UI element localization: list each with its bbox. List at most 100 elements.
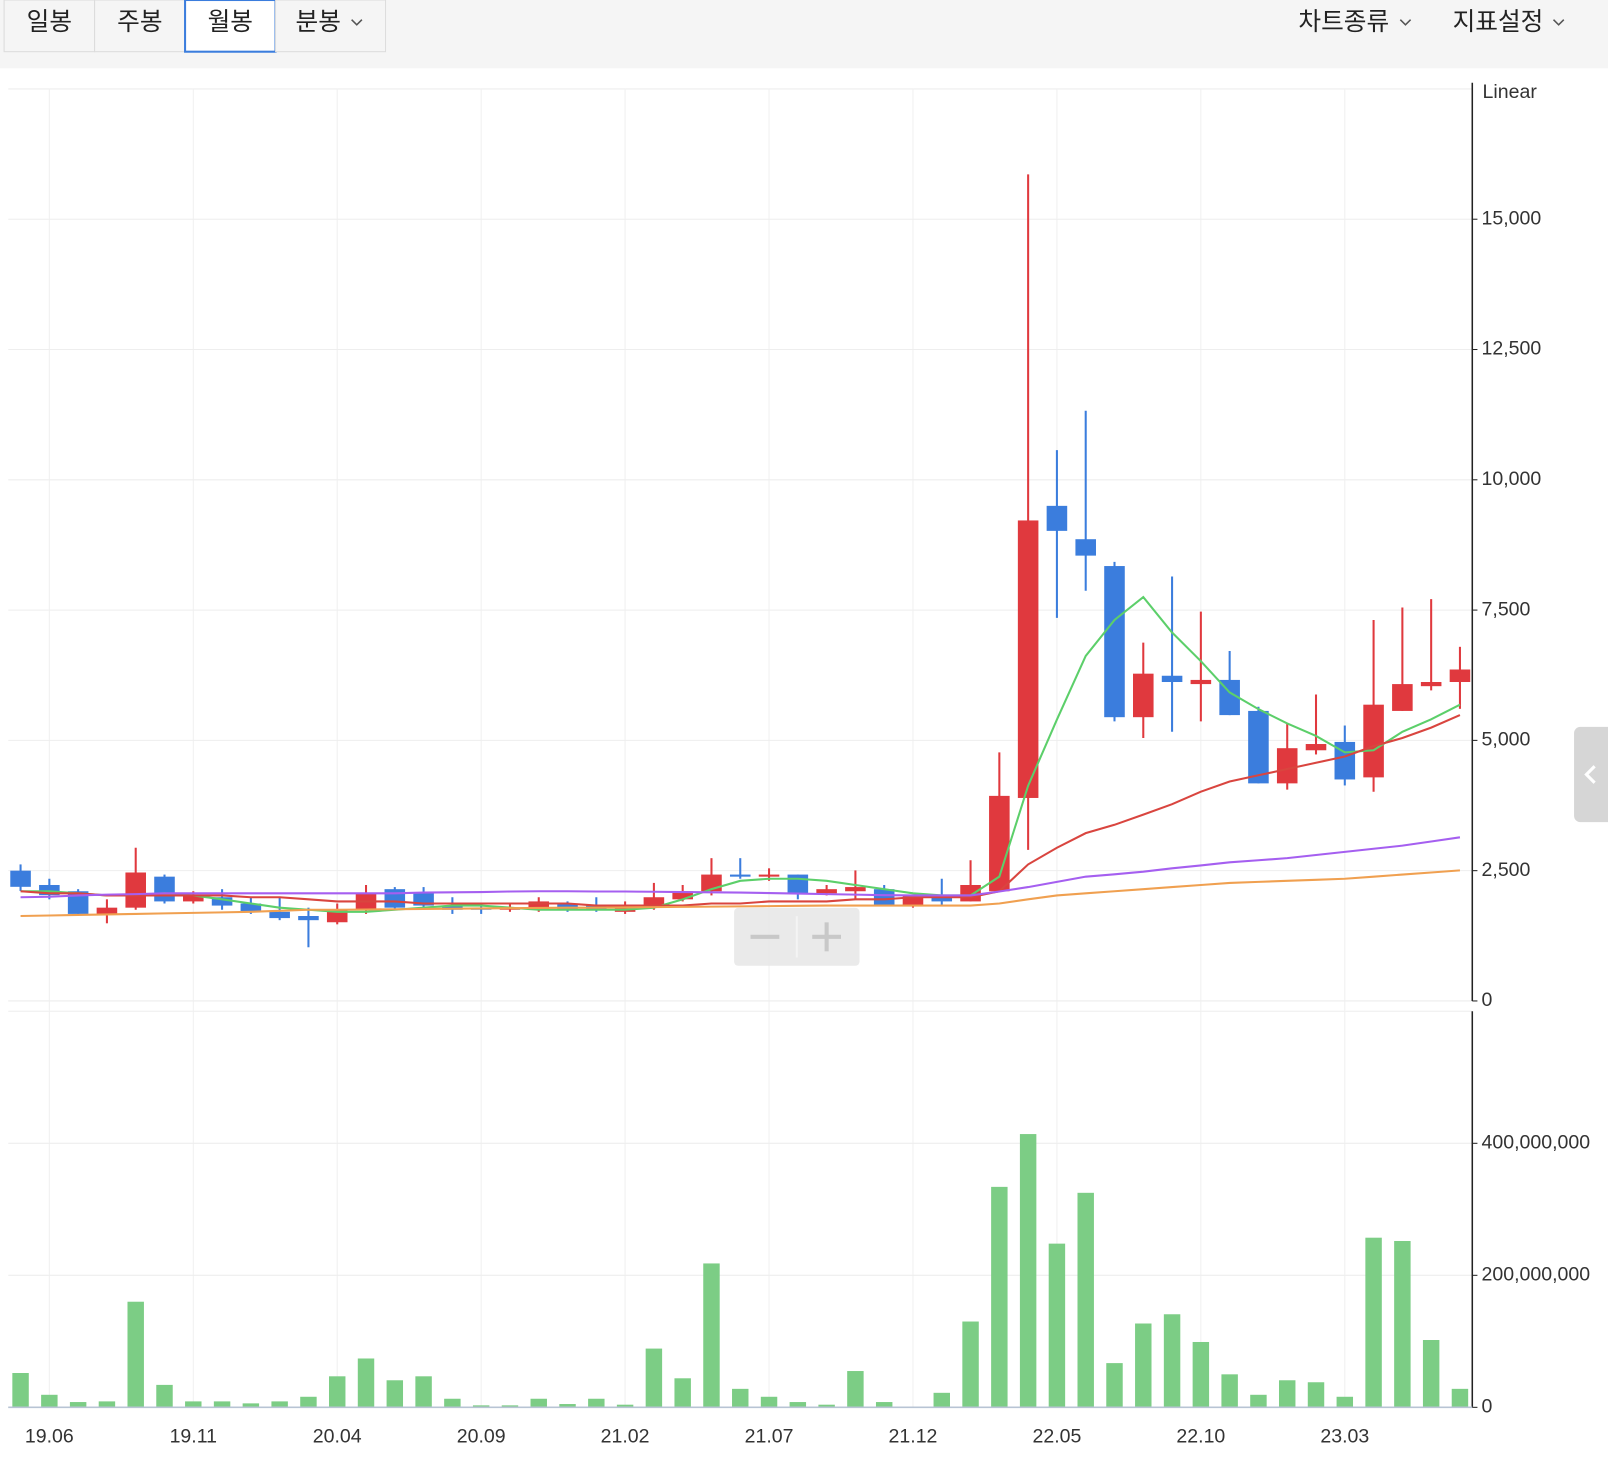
volume-bar [357, 1358, 375, 1408]
volume-bar [645, 1348, 663, 1408]
candle-body [10, 870, 31, 887]
candle-body [1248, 710, 1269, 784]
tab[interactable] [184, 0, 277, 53]
x-tick-label: 19.06 [25, 1425, 74, 1447]
candle-body [1075, 539, 1096, 556]
candle-body [960, 884, 981, 902]
volume-bar [300, 1396, 317, 1408]
candle-body [729, 874, 751, 877]
x-tick-label: 20.09 [457, 1425, 506, 1447]
moving-average-line [20, 595, 1461, 913]
candle-body [39, 884, 60, 896]
volume-bar [991, 1186, 1008, 1408]
x-tick-label: 22.05 [1032, 1425, 1081, 1447]
volume-bar [501, 1405, 519, 1408]
volume-bar [933, 1392, 950, 1408]
volume-bar [1307, 1382, 1325, 1408]
candle-body [528, 901, 550, 910]
tab[interactable] [94, 0, 186, 53]
tab-label: 분봉 [296, 7, 341, 36]
candle-body [557, 903, 578, 910]
candle-body [1276, 748, 1298, 784]
x-tick-label: 19.11 [170, 1425, 217, 1447]
tab[interactable] [3, 0, 96, 53]
volume-bar [962, 1321, 979, 1408]
y-tick-label: 200,000,000 [1482, 1263, 1591, 1285]
x-tick-label: 22.10 [1176, 1425, 1225, 1447]
tab-label: 월봉 [208, 7, 253, 36]
volume-bar [98, 1401, 116, 1408]
candle-body [1219, 679, 1240, 716]
grid [8, 88, 1473, 1408]
candle-body [1392, 684, 1413, 711]
volume-bar [271, 1401, 288, 1408]
volume-bar [1135, 1323, 1152, 1408]
volume-bar [185, 1401, 202, 1408]
volume-bar [1106, 1363, 1123, 1408]
y-tick-label: 0 [1482, 989, 1493, 1011]
candle-body [614, 905, 636, 912]
candle-body [989, 795, 1010, 892]
y-tick-label: 2,500 [1482, 859, 1531, 881]
candle-body [1190, 679, 1212, 685]
y-tick-label: 10,000 [1482, 468, 1542, 490]
x-tick-label: 21.07 [745, 1425, 794, 1447]
volume-bar [674, 1378, 691, 1408]
candle-body [1420, 682, 1442, 687]
volume-bar [127, 1301, 144, 1408]
candle-body [931, 895, 953, 902]
tab[interactable] [275, 0, 387, 53]
chevron [1399, 19, 1412, 26]
x-tick-label: 23.03 [1320, 1425, 1369, 1447]
volume-bar [530, 1398, 547, 1408]
volume-bar [1365, 1237, 1382, 1408]
candle-body [298, 916, 319, 921]
candle-body [240, 903, 262, 912]
volume-bar [213, 1401, 231, 1408]
side-panel-toggle[interactable] [1574, 726, 1608, 823]
candle-body [758, 874, 780, 877]
volume-bar [616, 1404, 634, 1408]
moving-average-line [20, 836, 1461, 899]
candle-body [873, 889, 895, 906]
candle-body [643, 897, 665, 908]
candle-body [902, 895, 924, 906]
menu-indicator[interactable]: 지표설정 [1453, 7, 1544, 36]
volume-bar [1048, 1243, 1066, 1408]
candle-body [1161, 675, 1183, 683]
volume-bar [1278, 1380, 1296, 1408]
candle-body [183, 895, 204, 902]
chevron [1552, 19, 1565, 26]
volume-bar [386, 1380, 404, 1408]
volume-bar [760, 1396, 778, 1408]
candle-body [1104, 566, 1125, 718]
volume-bar [703, 1263, 720, 1408]
volume-bar [41, 1394, 58, 1408]
candle-body [442, 905, 463, 910]
volume-bar [1163, 1314, 1181, 1408]
volume-bar [1250, 1394, 1267, 1408]
candle-body [269, 911, 290, 919]
tab-label: 일봉 [27, 7, 72, 36]
volume-bar [789, 1402, 807, 1408]
moving-average-line [20, 869, 1461, 918]
menu-chart-type[interactable]: 차트종류 [1298, 7, 1389, 36]
candle-body [96, 907, 118, 914]
volume-bar [1019, 1134, 1037, 1408]
y-tick-label: 7,500 [1482, 598, 1531, 620]
candle-body [1305, 744, 1327, 751]
plot [10, 174, 1471, 1408]
candle-body [816, 889, 837, 894]
volume-bar [559, 1404, 576, 1408]
candle-body [1449, 669, 1471, 683]
candle-body [384, 889, 406, 908]
candle-body [787, 874, 809, 894]
volume-bar [156, 1384, 173, 1408]
candle-body [1363, 704, 1384, 778]
volume-bar [1336, 1396, 1354, 1408]
volume-bar [588, 1398, 605, 1408]
candle-body [1133, 673, 1154, 718]
x-tick-label: 21.02 [601, 1425, 650, 1447]
y-tick-label: 400,000,000 [1482, 1131, 1591, 1153]
